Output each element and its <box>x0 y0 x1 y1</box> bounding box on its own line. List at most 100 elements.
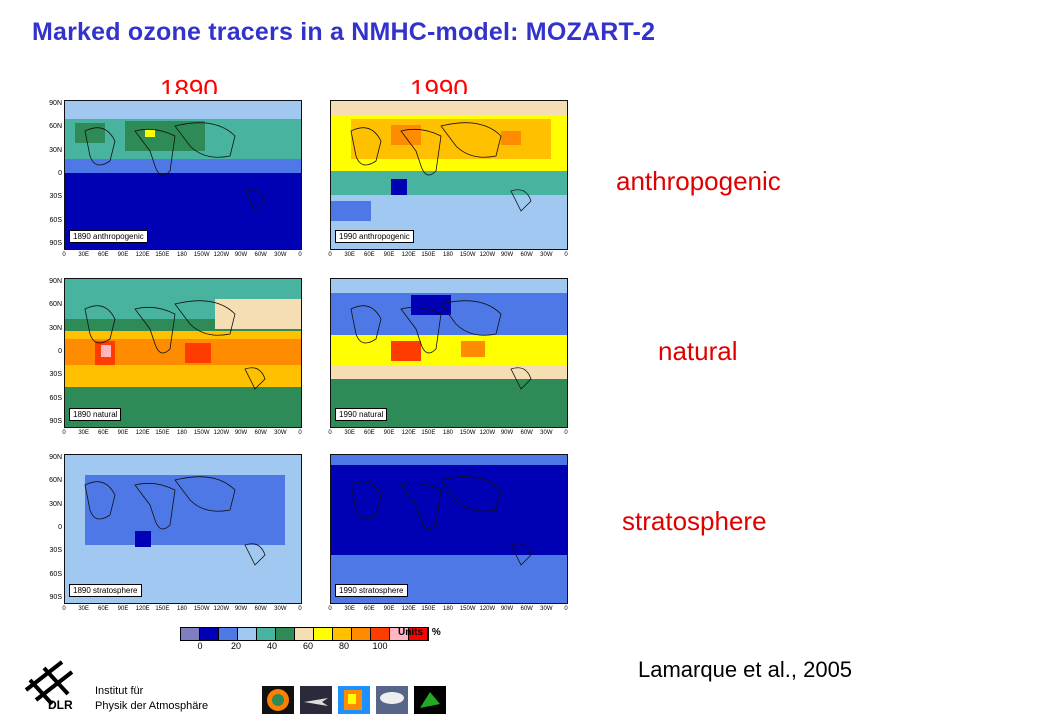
lat-tick-label: 90N <box>49 454 62 461</box>
panel-label: 1990 anthropogenic <box>335 230 414 243</box>
lon-tick-label: 30W <box>540 252 553 258</box>
lon-tick-label: 30W <box>274 606 287 612</box>
lon-tick-label: 120W <box>479 606 496 612</box>
lon-tick-label: 90E <box>383 606 395 612</box>
lon-tick-label: 150W <box>193 606 210 612</box>
lon-tick-label: 60E <box>97 606 109 612</box>
lon-tick-label: 60E <box>363 252 375 258</box>
lon-tick-label: 180 <box>176 430 188 436</box>
lon-tick-label: 60W <box>520 252 533 258</box>
lat-tick-label: 90N <box>49 100 62 107</box>
institute-line-2: Physik der Atmosphäre <box>95 700 209 712</box>
colorbar-swatch <box>352 628 371 640</box>
lon-tick-label: 150W <box>193 252 210 258</box>
lon-axis-labels: 0 30E 60E 90E 120E 150E 180 150W 120W 90W 60W 30W 0 <box>328 430 567 440</box>
lon-tick-label: 30E <box>78 430 89 436</box>
lon-tick-label: 60W <box>520 430 533 436</box>
lon-axis-labels: 0 30E 60E 90E 120E 150E 180 150W 120W 90W 60W 30W 0 <box>328 252 568 262</box>
lon-tick-label: 150W <box>459 606 476 612</box>
lon-tick-label: 150W <box>459 430 476 436</box>
lon-axis-labels: 0 30E 60E 90E 120E 150E 180 150W 120W 90W 60W 30W 0 <box>62 606 302 616</box>
lon-tick-label: 30E <box>78 606 89 612</box>
panel-label: 1890 stratosphere <box>69 584 142 597</box>
lon-tick-label: 120W <box>213 430 230 436</box>
lon-tick-label: 90W <box>234 430 248 436</box>
lon-tick-label: 150E <box>421 252 436 258</box>
colorbar-tick-label: 20 <box>230 641 242 651</box>
lon-tick-label: 0 <box>328 252 332 258</box>
lon-tick-label: 0 <box>298 606 302 612</box>
lon-tick-label: 90W <box>500 606 514 612</box>
lat-tick-label: 30N <box>49 500 62 508</box>
satellite-thumbnail-icon <box>414 686 446 714</box>
colorbar-swatch <box>295 628 314 640</box>
lon-tick-label: 60E <box>97 252 109 258</box>
colorbar-tick-label: 100 <box>372 641 388 651</box>
lon-tick-label: 150W <box>459 252 476 258</box>
lon-tick-label: 60W <box>254 606 267 612</box>
lon-tick-label: 180 <box>442 606 454 612</box>
map-panel-1890-natural: 1890 natural <box>64 278 302 428</box>
lon-tick-label: 60E <box>363 430 375 436</box>
row-label-stratosphere: stratosphere <box>622 506 767 536</box>
lat-tick-label: 60N <box>49 123 62 131</box>
lon-tick-label: 30W <box>274 252 287 258</box>
colorbar-swatch <box>181 628 200 640</box>
lon-axis-labels: 0 30E 60E 90E 120E 150E 180 150W 120W 90W 60W 30W 0 <box>328 606 567 616</box>
colorbar-units: Units : % <box>398 627 441 638</box>
lon-tick-label: 120W <box>213 606 230 612</box>
lon-tick-label: 60W <box>254 430 267 436</box>
lon-axis-labels: 0 30E 60E 90E 120E 150E 180 150W 120W 90W 60W 30W 0 <box>62 252 302 262</box>
lon-tick-label: 0 <box>328 430 332 436</box>
lon-tick-label: 30W <box>540 606 553 612</box>
lon-tick-label: 0 <box>298 252 302 258</box>
ozone-tracer-maps-figure: 90N 60N 30N 0 30S 60S 90S 1890 anthropogenic <box>44 94 586 650</box>
lon-tick-label: 120W <box>479 430 496 436</box>
colorbar-tick-label: 60 <box>302 641 314 651</box>
colorbar <box>180 627 429 641</box>
panel-label: 1890 natural <box>69 408 122 421</box>
lon-tick-label: 120W <box>479 252 496 258</box>
lon-tick-label: 90W <box>500 252 514 258</box>
lon-tick-label: 90W <box>500 430 514 436</box>
dlr-logo-icon <box>24 660 74 706</box>
lat-tick-label: 30N <box>49 324 62 332</box>
lat-tick-label: 0 <box>58 170 62 177</box>
lat-tick-label: 0 <box>58 348 62 355</box>
lat-tick-label: 30S <box>49 371 62 379</box>
lat-tick-label: 60N <box>49 477 62 485</box>
lon-tick-label: 120E <box>401 430 416 436</box>
lat-tick-label: 60S <box>49 216 62 224</box>
lon-tick-label: 180 <box>442 430 454 436</box>
lon-tick-label: 120E <box>401 606 416 612</box>
lat-tick-label: 30S <box>49 547 62 555</box>
lat-tick-label: 60N <box>49 301 62 309</box>
lon-tick-label: 150E <box>155 430 170 436</box>
lat-axis-labels: 90N 60N 30N 0 30S 60S 90S <box>44 454 62 602</box>
colorbar-tick-label: 0 <box>197 641 203 651</box>
institute-name: Institut für Physik der Atmosphäre <box>95 684 208 714</box>
lon-tick-label: 30E <box>344 606 355 612</box>
map-panel-1890-anthropogenic: 1890 anthropogenic <box>64 100 302 250</box>
lon-tick-label: 150E <box>155 606 170 612</box>
slide-title: Marked ozone tracers in a NMHC-model: MO… <box>32 18 656 46</box>
lon-tick-label: 90E <box>383 252 395 258</box>
map-panel-1990-anthropogenic: 1990 anthropogenic <box>330 100 568 250</box>
panel-label: 1990 natural <box>335 408 388 421</box>
lon-tick-label: 0 <box>564 252 568 258</box>
lon-tick-label: 120E <box>401 252 416 258</box>
dlr-logo-text: DLR <box>48 698 73 712</box>
panel-label: 1990 stratosphere <box>335 584 408 597</box>
lon-tick-label: 30W <box>540 430 553 436</box>
lat-tick-label: 90N <box>49 278 62 285</box>
lon-tick-label: 120E <box>135 430 150 436</box>
colorbar-swatch <box>257 628 276 640</box>
map-panel-1890-stratosphere: 1890 stratosphere <box>64 454 302 604</box>
lon-axis-labels: 0 30E 60E 90E 120E 150E 180 150W 120W 90W 60W 30W 0 <box>62 430 301 440</box>
colorbar-swatch <box>333 628 352 640</box>
lon-tick-label: 120E <box>135 606 150 612</box>
lon-tick-label: 0 <box>62 606 66 612</box>
row-label-natural: natural <box>658 336 738 366</box>
colorbar-swatch <box>200 628 219 640</box>
lon-tick-label: 180 <box>176 252 188 258</box>
